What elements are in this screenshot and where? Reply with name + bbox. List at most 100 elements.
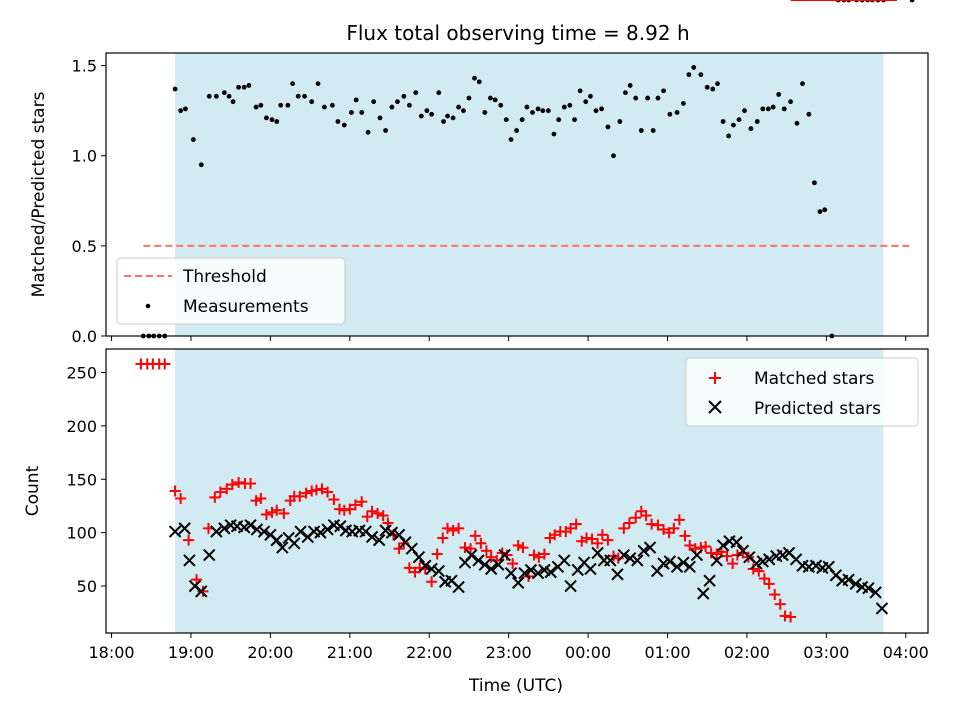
matched-star-point: [727, 558, 739, 570]
y-tick-label: 0.5: [72, 237, 97, 256]
predicted-star-point: [270, 533, 283, 547]
predicted-star-b: [339, 524, 353, 537]
predicted-star-b: [591, 546, 604, 560]
measurement-point: [253, 104, 259, 110]
matched-star-point: [549, 529, 561, 541]
predicted-star-b: [683, 560, 696, 574]
matched-star-point: [668, 522, 680, 534]
measurements-layer: [140, 0, 915, 339]
predicted-star-point: [183, 554, 196, 567]
matched-star-point: [333, 503, 345, 515]
predicted-star-point: [604, 554, 617, 567]
bottom-plot-frame: [105, 348, 929, 634]
matched-star-point: [602, 534, 614, 546]
predicted-star-b: [511, 576, 525, 590]
matched-star-point: [255, 492, 267, 504]
matched-star-point: [774, 598, 786, 610]
measurement-point: [667, 111, 673, 117]
matched-star-point: [459, 542, 471, 554]
measurement-point: [302, 93, 307, 99]
measurement-point: [909, 0, 915, 3]
matched-star-point: [316, 483, 328, 495]
predicted-star-point: [168, 525, 182, 538]
predicted-star-b: [809, 559, 823, 572]
matched-star-point: [570, 518, 582, 530]
measurement-point: [424, 108, 430, 114]
measurement-point: [236, 84, 242, 90]
measurement-point: [788, 99, 794, 105]
predicted-star-b: [623, 552, 637, 565]
x-tick-label: 04:00: [883, 643, 929, 662]
matched-star-point: [183, 534, 195, 546]
matched-star-point: [640, 510, 652, 522]
x-tick-label: 22:00: [406, 643, 452, 662]
predicted-star-b: [716, 539, 730, 552]
matched-star-point: [328, 494, 340, 506]
measurement-point: [377, 115, 383, 121]
predicted-star-b: [244, 518, 257, 532]
matched-star-point: [169, 485, 181, 497]
measurement-point: [680, 101, 686, 106]
measurement-point: [335, 119, 341, 124]
predicted-star-point: [643, 541, 657, 554]
measurement-point: [395, 99, 400, 105]
matched-star-point: [377, 510, 389, 522]
measurement-point: [781, 106, 787, 112]
measurement-point: [406, 102, 412, 108]
predicted-star-point: [564, 579, 577, 593]
measurement-point: [341, 122, 347, 128]
predicted-star-b: [577, 556, 591, 569]
predicted-star-b: [452, 580, 465, 594]
matched-star-point: [361, 511, 373, 523]
predicted-star-point: [703, 574, 716, 587]
measurement-point: [206, 93, 212, 99]
matched-star-point: [565, 522, 577, 534]
predicted-star-point: [697, 587, 710, 600]
measurement-point: [691, 65, 697, 70]
predicted-star-b: [855, 580, 869, 594]
measurement-point: [230, 99, 236, 105]
legend-matched-label: Matched stars: [754, 369, 874, 389]
matched-star-point: [250, 495, 262, 507]
predicted-star-b: [670, 560, 684, 574]
measurement-point: [776, 92, 782, 97]
x-tick-label: 19:00: [168, 643, 214, 662]
predicted-star-point: [484, 562, 498, 576]
predicted-star-b: [690, 548, 704, 562]
measurement-point: [572, 117, 577, 123]
measurement-point: [593, 108, 599, 114]
predicted-star-b: [224, 518, 237, 532]
predicted-star-b: [869, 586, 882, 599]
predicted-star-point: [365, 530, 379, 544]
predicted-star-point: [710, 554, 723, 567]
y-tick-label: 250: [66, 363, 97, 382]
predicted-star-b: [782, 546, 796, 560]
measurement-point: [674, 110, 680, 115]
predicted-star-b: [531, 567, 545, 580]
predicted-star-b: [276, 541, 289, 554]
matched-star-point: [356, 496, 368, 508]
predicted-star-b: [353, 524, 366, 537]
matched-star-point: [465, 543, 477, 555]
bottom-x-ticks: 18:00 19:00 20:00 21:00 22:00 23:00 00:00 01:00…: [89, 633, 929, 662]
measurement-point: [800, 81, 805, 87]
predicted-star-b: [412, 550, 426, 564]
measurement-point: [285, 102, 291, 108]
matched-star-point: [403, 562, 415, 574]
legend-matched-swatch: [709, 372, 721, 384]
measurement-point: [661, 88, 666, 94]
predicted-star-b: [372, 533, 386, 547]
predicted-star-point: [623, 552, 637, 565]
measurement-point: [704, 84, 710, 90]
predicted-star-b: [584, 562, 597, 576]
matched-star-point: [646, 518, 658, 530]
measurement-point: [198, 162, 204, 168]
predicted-star-point: [875, 602, 889, 615]
predicted-star-b: [425, 562, 438, 576]
matched-star-point: [753, 565, 765, 577]
measurement-point: [617, 119, 623, 124]
measurement-point: [472, 75, 477, 81]
matched-star-point: [393, 543, 405, 555]
legend-measurements-label: Measurements: [183, 297, 309, 317]
